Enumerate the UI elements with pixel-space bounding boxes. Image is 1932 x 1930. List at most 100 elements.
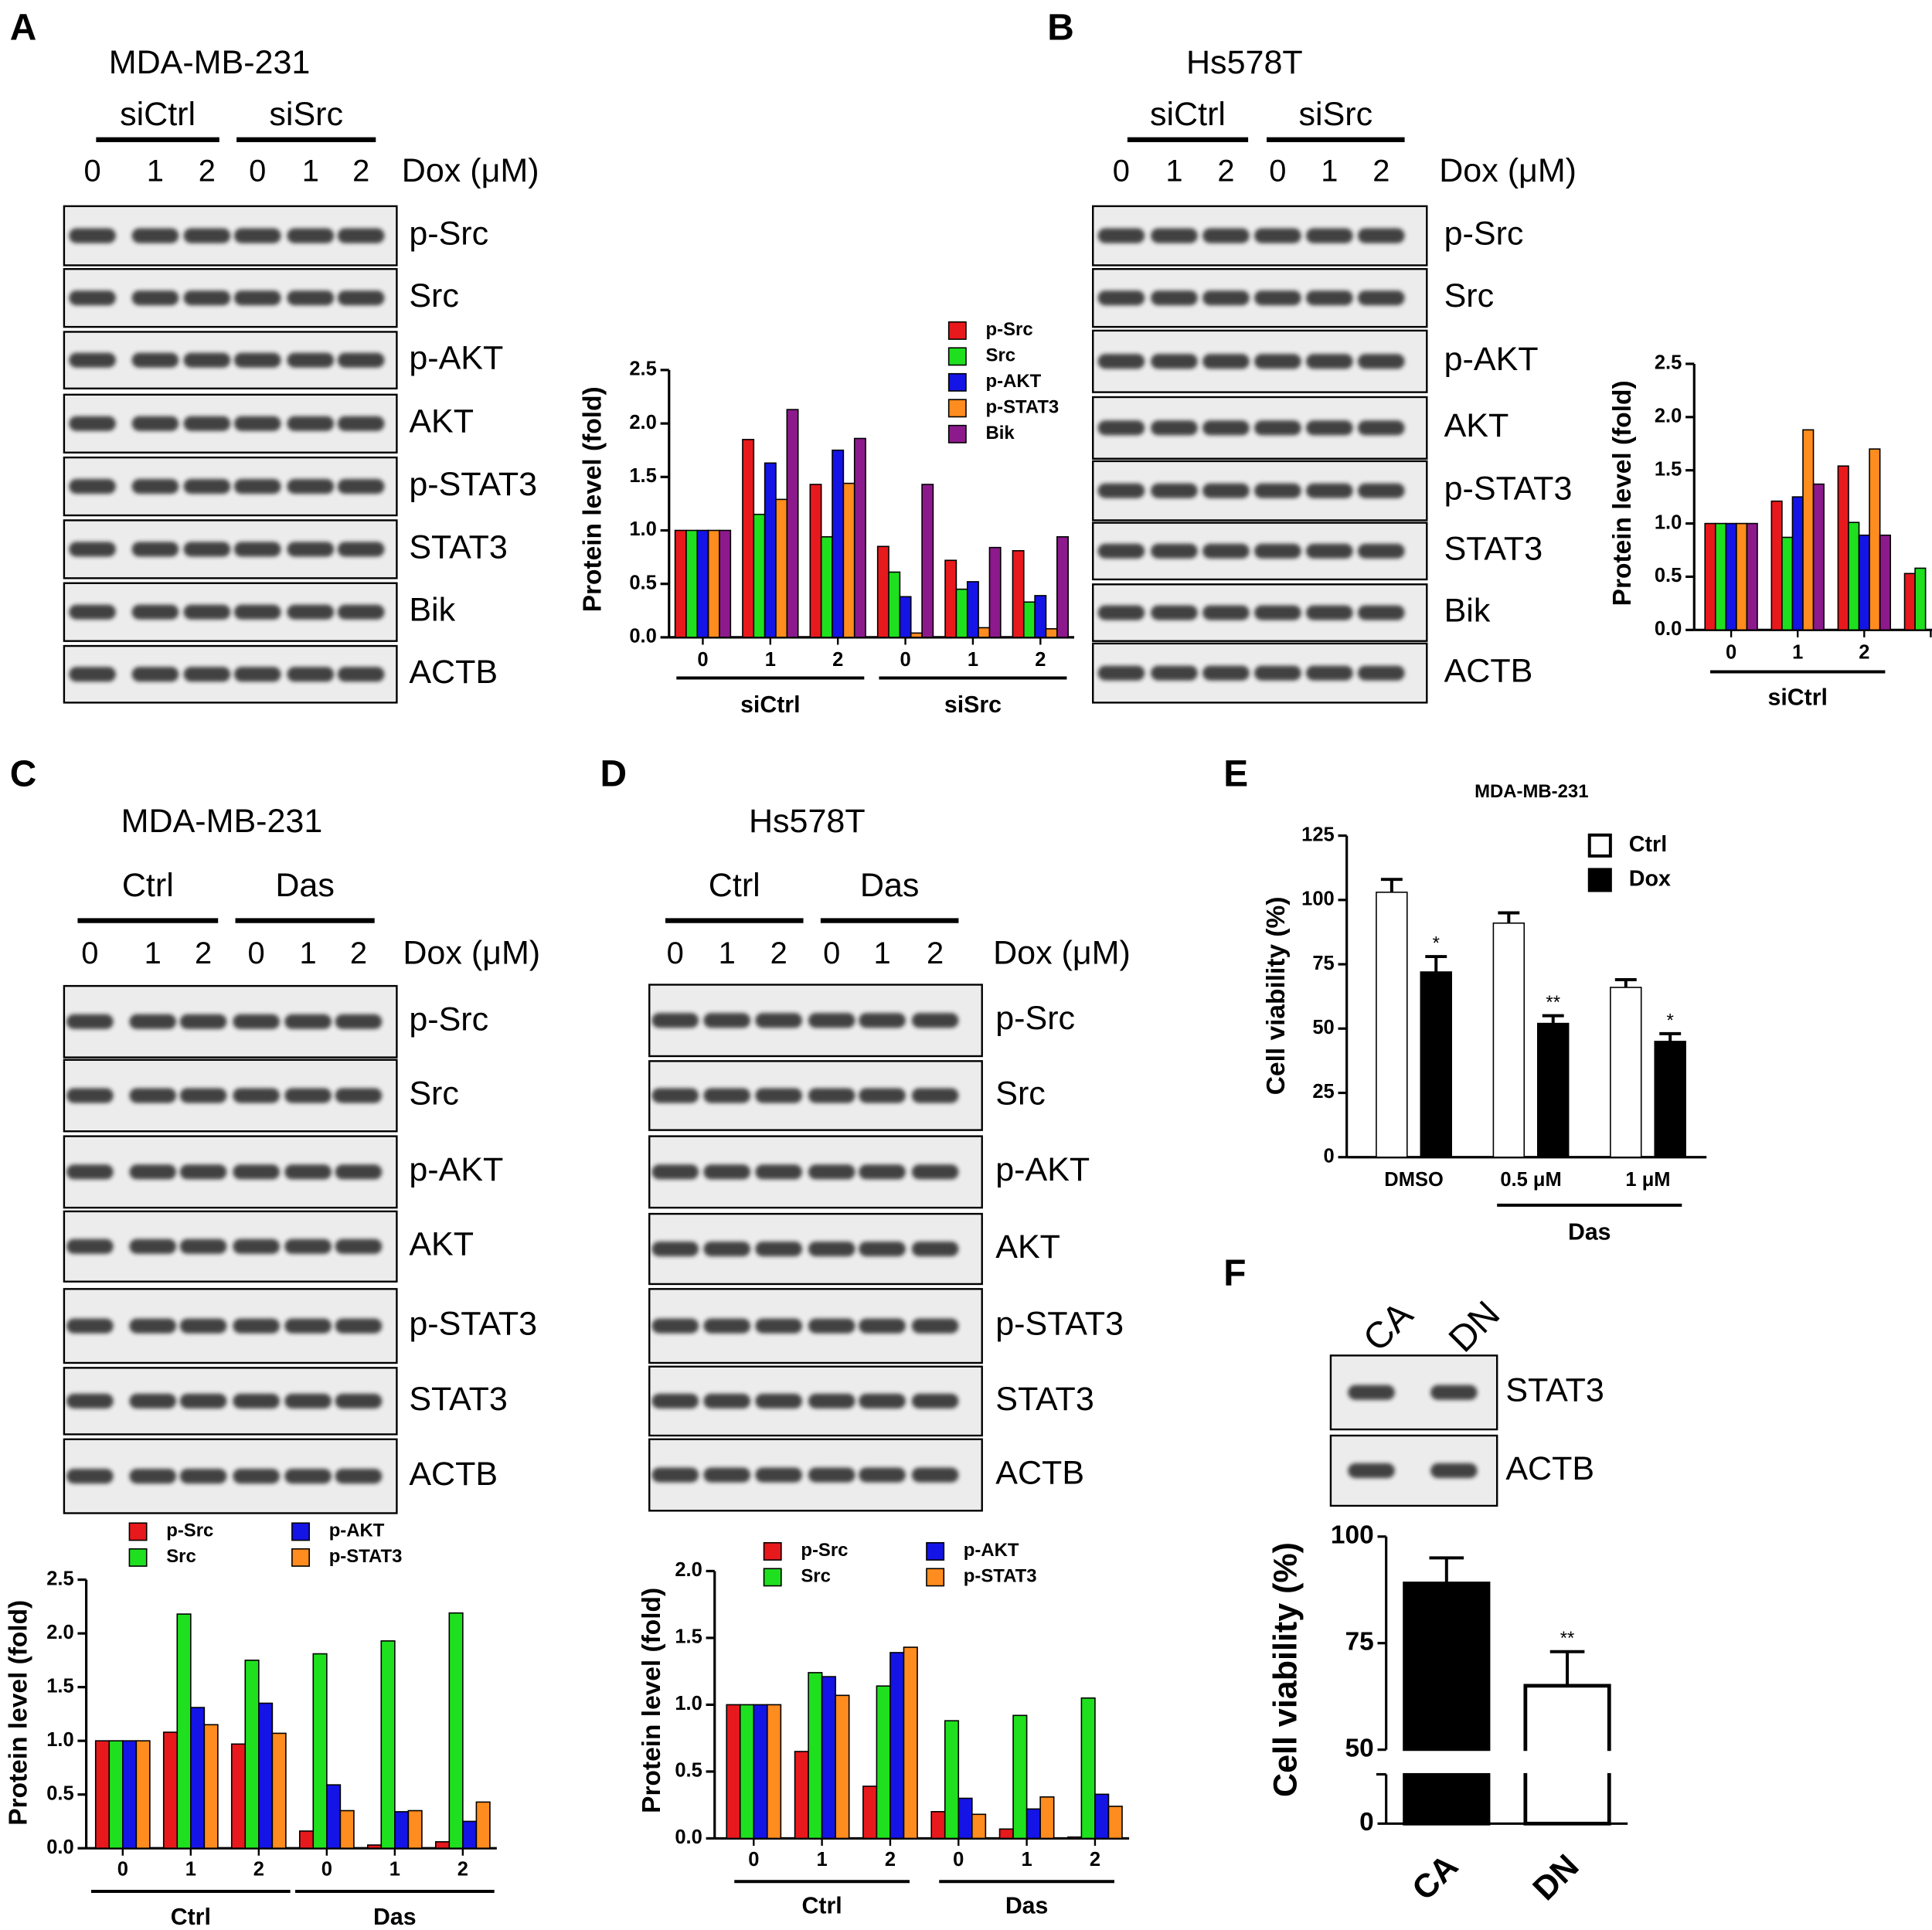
blot-band: [335, 1393, 383, 1408]
blot-band: [287, 291, 335, 306]
bar: [1034, 595, 1047, 638]
bar: [853, 437, 866, 638]
blot-band: [233, 1014, 280, 1029]
blot-band: [808, 1241, 855, 1257]
lane-label: 2: [927, 936, 944, 970]
blot-band: [287, 542, 335, 557]
significance: **: [1546, 992, 1560, 1013]
blot-band: [337, 352, 385, 368]
blot-band: [1254, 420, 1301, 436]
bar: [786, 409, 799, 638]
axis-break-gap: [1522, 1751, 1614, 1773]
lane-label: 0: [667, 936, 684, 970]
blot-band: [808, 1164, 855, 1180]
blot-band: [1151, 543, 1198, 559]
blot-band: [335, 1014, 383, 1029]
x-tick-label: DMSO: [1384, 1169, 1444, 1191]
legend-swatch: [763, 1541, 782, 1561]
bar: [742, 439, 755, 638]
bar: [1802, 429, 1815, 631]
blot-band: [284, 1164, 332, 1180]
legend-label: p-STAT3: [964, 1566, 1037, 1587]
bar: [1914, 567, 1927, 631]
blot-band: [287, 667, 335, 682]
blot-band: [183, 416, 231, 431]
lane-label: 2: [1217, 154, 1234, 188]
x-tick-label: 1: [817, 1849, 828, 1871]
blot-band: [1306, 605, 1353, 620]
blot-band: [287, 228, 335, 243]
blot-band: [233, 291, 281, 306]
blot-band: [1254, 605, 1301, 620]
bar: [739, 1704, 755, 1840]
blot-band: [179, 1393, 227, 1408]
y-axis-label: Cell viability (%): [1267, 1542, 1304, 1797]
bar: [998, 1828, 1014, 1840]
bar: [312, 1653, 328, 1849]
bar: [1039, 1796, 1055, 1840]
x-tick-label: 2: [253, 1859, 264, 1881]
group-label: siSrc: [269, 96, 343, 133]
protein-label: ACTB: [409, 1456, 498, 1493]
y-tick-label: 100: [1301, 889, 1335, 910]
protein-label: p-Src: [995, 1000, 1075, 1037]
bar: [434, 1841, 451, 1849]
blot-band: [233, 1469, 280, 1484]
bar: [1704, 522, 1716, 631]
blot-band: [233, 667, 281, 682]
x-tick-label: 1: [1792, 641, 1803, 663]
blot-band: [1202, 354, 1250, 369]
blot-band: [66, 1164, 114, 1180]
blot-band: [1202, 483, 1250, 498]
blot-band: [183, 542, 231, 557]
chart-title: MDA-MB-231: [1475, 781, 1588, 802]
blot-band: [1151, 420, 1198, 436]
bar: [326, 1784, 342, 1849]
lane-label: 0: [1269, 154, 1286, 188]
x-tick-label: 2: [832, 649, 843, 671]
cell-line: Hs578T: [1186, 44, 1303, 81]
legend-swatch: [1587, 868, 1612, 892]
protein-label: Src: [409, 1075, 459, 1112]
blot-band: [287, 352, 335, 368]
legend-swatch: [291, 1522, 310, 1541]
blot-band: [129, 1164, 176, 1180]
blot-band: [69, 228, 116, 243]
bar: [775, 498, 788, 638]
blot-band: [337, 604, 385, 620]
y-tick-label: 0.0: [1655, 618, 1682, 640]
bar: [955, 588, 968, 638]
bar: [122, 1740, 138, 1849]
group-label: Ctrl: [122, 867, 174, 904]
x-tick-label: 0: [953, 1849, 964, 1871]
blot-band: [1358, 543, 1405, 559]
blot-band: [1151, 354, 1198, 369]
x-tick-label: 0: [748, 1849, 759, 1871]
bar: [380, 1640, 396, 1849]
bar: [988, 546, 1002, 638]
blot-band: [1202, 665, 1250, 681]
bar: [244, 1660, 260, 1849]
blot-band: [131, 291, 179, 306]
blot-band: [703, 1164, 750, 1180]
protein-label: ACTB: [409, 654, 498, 691]
blot-band: [179, 1014, 227, 1029]
bar: [162, 1731, 179, 1849]
bar: [1736, 522, 1748, 631]
y-tick-label: 125: [1301, 824, 1335, 845]
bar: [339, 1809, 355, 1849]
bar: [696, 529, 709, 638]
blot-band: [1097, 483, 1145, 498]
y-tick-label: 2.5: [46, 1568, 73, 1589]
bar: [978, 627, 991, 638]
legend-swatch: [128, 1548, 148, 1567]
dose-label: Dox (μM): [1439, 152, 1577, 189]
bar: [1536, 1022, 1570, 1158]
protein-label: STAT3: [1444, 531, 1543, 568]
blot-band: [129, 1014, 176, 1029]
legend-label: p-STAT3: [329, 1546, 403, 1567]
bar: [366, 1844, 383, 1849]
bar: [753, 1704, 768, 1840]
group-label: Das: [1568, 1220, 1611, 1245]
